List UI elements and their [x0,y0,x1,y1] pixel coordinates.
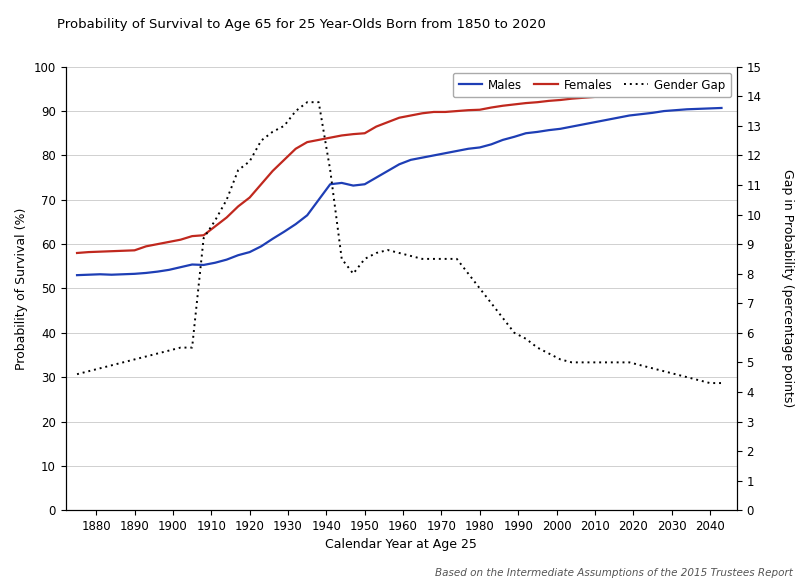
Line: Males: Males [77,108,722,275]
Females [510,101,519,108]
Females [717,85,726,92]
Gender Gap [303,99,312,106]
Males [245,249,255,256]
Text: Probability of Survival to Age 65 for 25 Year-Olds Born from 1850 to 2020: Probability of Survival to Age 65 for 25… [57,18,545,30]
Males [107,271,116,278]
Males [95,271,105,278]
Y-axis label: Gap in Probability (percentage points): Gap in Probability (percentage points) [781,169,794,408]
Gender Gap [705,380,715,387]
Gender Gap [245,158,255,165]
Females [95,248,105,255]
Females [72,249,82,256]
Males [521,130,531,137]
Gender Gap [532,344,542,351]
Males [717,105,726,112]
Gender Gap [95,365,105,372]
Y-axis label: Probability of Survival (%): Probability of Survival (%) [15,207,28,370]
Text: Based on the Intermediate Assumptions of the 2015 Trustees Report: Based on the Intermediate Assumptions of… [435,568,793,578]
Line: Gender Gap: Gender Gap [77,102,722,383]
Females [349,131,358,138]
Gender Gap [107,362,116,369]
Gender Gap [717,380,726,387]
Legend: Males, Females, Gender Gap: Males, Females, Gender Gap [453,72,731,98]
Females [521,100,531,107]
Gender Gap [521,335,531,342]
Males [349,182,358,189]
Gender Gap [72,371,82,378]
Females [107,248,116,255]
Males [72,272,82,279]
X-axis label: Calendar Year at Age 25: Calendar Year at Age 25 [325,538,477,551]
Gender Gap [360,255,370,262]
Line: Females: Females [77,89,722,253]
Males [510,133,519,140]
Females [245,194,255,201]
